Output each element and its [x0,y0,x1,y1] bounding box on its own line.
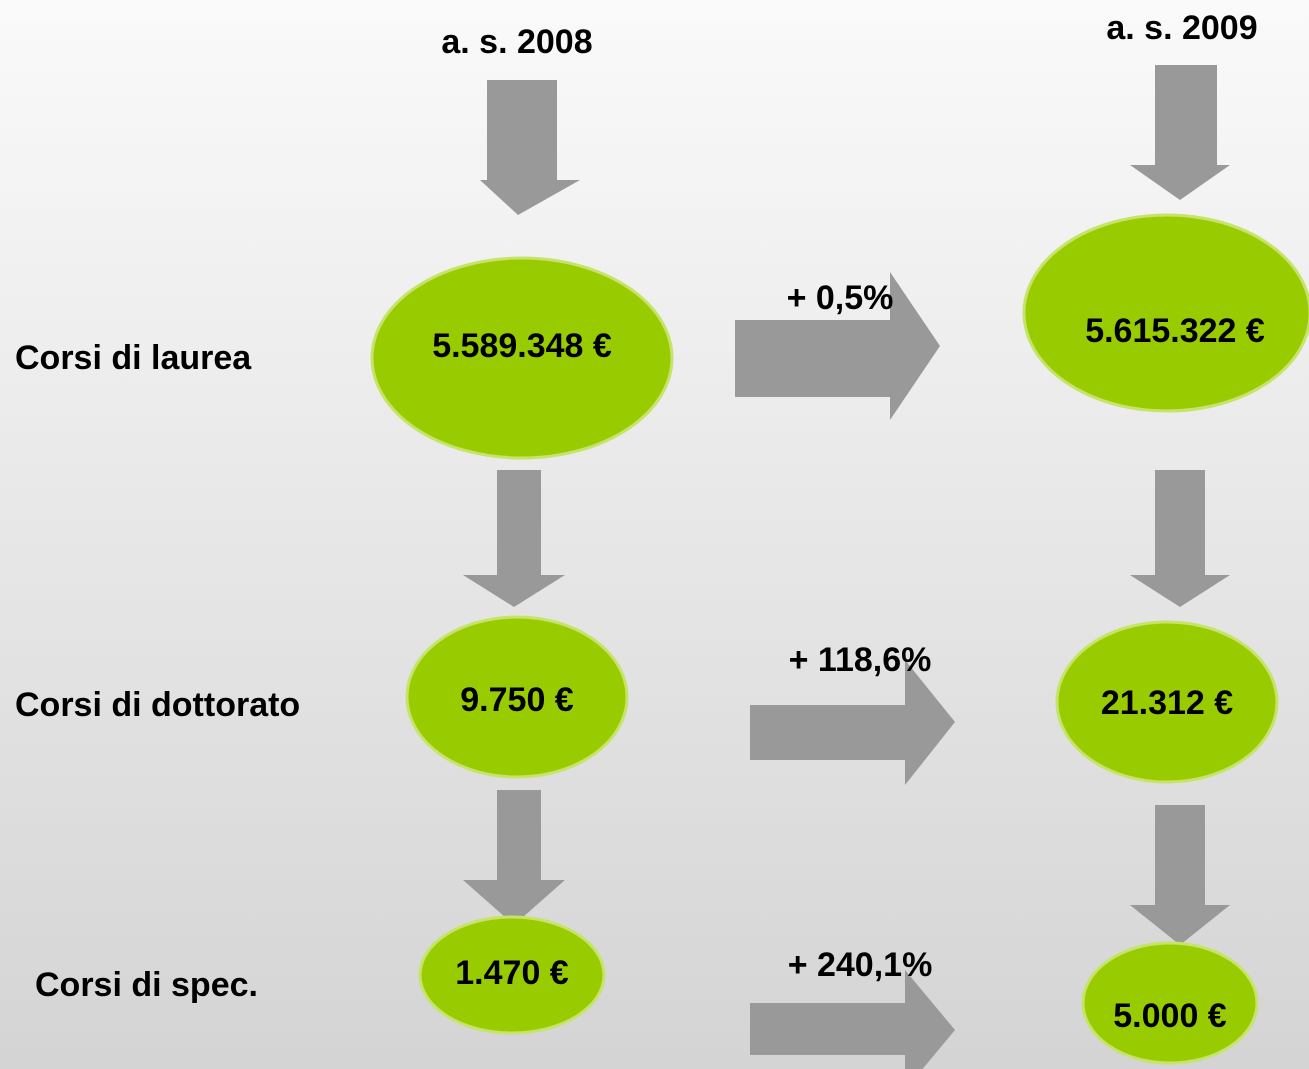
down-arrow [480,80,580,215]
right-arrow [750,660,955,785]
arrows [463,65,1230,1069]
ellipses [370,213,1309,1065]
ellipse [1022,213,1309,413]
right-arrow [750,970,955,1069]
ellipse [370,256,674,460]
value-2008: 5.589.348 € [432,327,612,365]
value-2009: 5.615.322 € [1085,312,1265,350]
column-header: a. s. 2008 [441,23,592,61]
down-arrow [1130,470,1230,607]
down-arrow [463,790,565,925]
ellipse [1081,941,1259,1065]
value-2009: 5.000 € [1113,997,1227,1035]
row-label: Corsi di spec. [35,966,258,1004]
change: + 240,1% [788,946,933,984]
row-label: Corsi di dottorato [15,686,300,724]
down-arrow [1130,805,1230,945]
change: + 118,6% [789,641,932,679]
row-label: Corsi di laurea [15,339,252,377]
value-2008: 1.470 € [455,954,569,992]
value-2008: 9.750 € [460,681,574,719]
ellipse [1055,620,1279,784]
down-arrow [1130,65,1230,200]
ellipse [405,615,629,779]
change: + 0,5% [787,279,894,317]
ellipse [418,915,606,1035]
right-arrow [735,272,940,420]
down-arrow [463,470,565,607]
value-2009: 21.312 € [1101,684,1233,722]
column-header: a. s. 2009 [1106,9,1257,47]
